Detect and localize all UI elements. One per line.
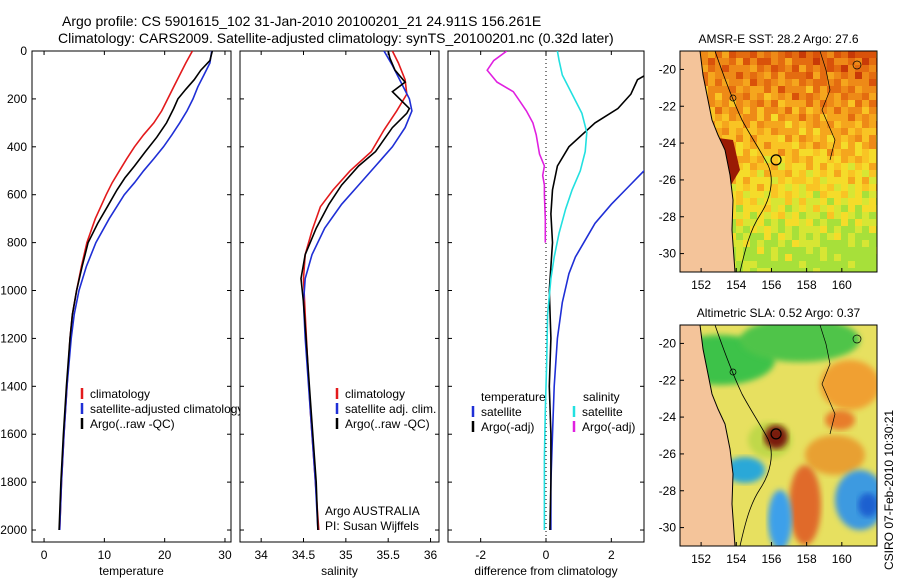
lat-tick-label: -26 — [659, 447, 677, 461]
depth-tick-label: 1400 — [0, 379, 27, 393]
x-tick-label: 34 — [254, 548, 268, 562]
profile-panel-2: 34 34.5 35 35.5 36 salinity climatologysatelli… — [239, 50, 440, 578]
island-outline — [729, 94, 737, 102]
plot-frame — [31, 50, 232, 543]
depth-tick-label: 0 — [20, 44, 27, 58]
x-tick-label: 20 — [158, 548, 172, 562]
island-outline — [729, 368, 737, 376]
legend-label: satellite — [481, 405, 522, 419]
lon-tick-label: 152 — [691, 552, 711, 566]
lon-tick-label: 158 — [797, 552, 817, 566]
land-mask — [680, 51, 736, 272]
lat-tick-label: -24 — [659, 136, 677, 150]
profile-location-marker — [770, 154, 782, 166]
legend-label: Argo(..raw -QC) — [345, 417, 430, 431]
x-tick-label: 35.5 — [377, 548, 401, 562]
map-frame — [679, 50, 878, 273]
x-tick-label: 10 — [98, 548, 112, 562]
profile-panel-3: -2 0 2 difference from climatology temperatu… — [447, 50, 645, 578]
lon-tick-label: 154 — [726, 552, 746, 566]
legend-label: Argo(-adj) — [481, 420, 534, 434]
x-axis-label: salinity — [321, 564, 358, 578]
lat-tick-label: -30 — [659, 521, 677, 535]
series-line-satellite-adjusted-climatology — [58, 51, 213, 531]
lat-tick-label: -30 — [659, 247, 677, 261]
island-outline — [852, 334, 862, 344]
figure-title-line2: Climatology: CARS2009. Satellite-adjuste… — [58, 30, 614, 46]
series-line-salinity-argo-adj- — [486, 51, 547, 243]
x-tick-label: 34.5 — [292, 548, 316, 562]
depth-tick-label: 1600 — [0, 427, 27, 441]
x-tick-label: -2 — [475, 548, 486, 562]
legend-label: Argo(..raw -QC) — [90, 417, 175, 431]
side-label: CSIRO 07-Feb-2010 10:30:21 — [882, 410, 896, 570]
land-mask — [680, 325, 736, 546]
x-tick-label: 35 — [339, 548, 353, 562]
lat-tick-label: -24 — [659, 410, 677, 424]
contour-line — [819, 325, 836, 435]
map-field — [680, 51, 877, 272]
lon-tick-label: 160 — [832, 552, 852, 566]
x-tick-label: 36 — [424, 548, 438, 562]
legend-label: climatology — [345, 387, 405, 401]
x-tick-label: 30 — [218, 548, 232, 562]
legend-header-temperature: temperature — [481, 390, 546, 404]
series-line-temperature-argo-adj- — [548, 74, 644, 531]
depth-tick-label: 200 — [7, 92, 27, 106]
legend-label: climatology — [90, 387, 150, 401]
island-outline — [852, 60, 862, 70]
depth-tick-label: 1000 — [0, 284, 27, 298]
lon-tick-label: 156 — [761, 278, 781, 292]
series-line-temperature-satellite — [550, 169, 644, 530]
legend-label: satellite-adjusted climatology — [90, 402, 243, 416]
lon-tick-label: 158 — [797, 278, 817, 292]
map-title: AMSR-E SST: 28.2 Argo: 27.6 — [698, 32, 858, 46]
depth-tick-label: 1200 — [0, 331, 27, 345]
legend-label: satellite adj. clim. — [345, 402, 436, 416]
map-frame — [679, 324, 878, 547]
lat-tick-label: -20 — [659, 62, 677, 76]
lon-tick-label: 156 — [761, 552, 781, 566]
depth-tick-label: 400 — [7, 140, 27, 154]
lon-tick-label: 160 — [832, 278, 852, 292]
map-title: Altimetric SLA: 0.52 Argo: 0.37 — [697, 306, 861, 320]
lat-tick-label: -28 — [659, 210, 677, 224]
lon-tick-label: 152 — [691, 278, 711, 292]
series-line-argo-raw-qc- — [300, 51, 411, 531]
depth-tick-label: 1800 — [0, 475, 27, 489]
legend-header-salinity: salinity — [583, 390, 620, 404]
lat-tick-label: -28 — [659, 484, 677, 498]
map-field — [680, 325, 877, 546]
lat-tick-label: -22 — [659, 373, 677, 387]
annotation-line2: PI: Susan Wijffels — [325, 519, 419, 533]
x-axis-label: difference from climatology — [474, 564, 617, 578]
x-tick-label: 0 — [543, 548, 550, 562]
figure-title-line1: Argo profile: CS 5901615_102 31-Jan-2010… — [62, 13, 542, 29]
x-axis-label: temperature — [99, 564, 164, 578]
lat-tick-label: -20 — [659, 336, 677, 350]
contour-line — [819, 51, 836, 161]
profile-panel-1: 0 200 400 600 800 1000 1200 1400 1600 1800 2000 0 10… — [0, 44, 243, 578]
lon-tick-label: 154 — [726, 278, 746, 292]
series-line-argo-raw-qc- — [58, 51, 214, 531]
lat-tick-label: -26 — [659, 173, 677, 187]
plot-frame — [239, 50, 440, 543]
profile-location-marker — [770, 428, 782, 440]
legend-label: satellite — [582, 405, 623, 419]
depth-tick-label: 2000 — [0, 523, 27, 537]
x-tick-label: 0 — [41, 548, 48, 562]
legend-label: Argo(-adj) — [582, 420, 635, 434]
sla-map: Altimetric SLA: 0.52 Argo: 0.37 152 154 156… — [659, 306, 878, 566]
sst-map: AMSR-E SST: 28.2 Argo: 27.6 152 154 156 158 1… — [659, 32, 878, 292]
annotation-line1: Argo AUSTRALIA — [325, 504, 420, 518]
depth-tick-label: 800 — [7, 236, 27, 250]
series-line-salinity-satellite — [543, 51, 588, 530]
plot-frame — [447, 50, 645, 543]
depth-tick-label: 600 — [7, 188, 27, 202]
x-tick-label: 2 — [608, 548, 615, 562]
lat-tick-label: -22 — [659, 99, 677, 113]
